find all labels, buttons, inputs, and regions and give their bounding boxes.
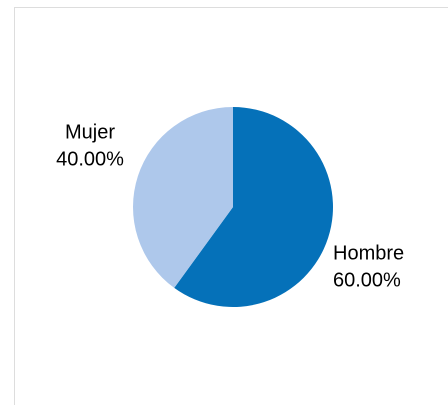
pie-slice [174,107,333,308]
slice-value-label: 40.00% [56,148,124,170]
slice-value-label: 60.00% [333,269,401,291]
slice-label: Hombre [333,242,404,264]
slice-label: Mujer [65,121,115,143]
pie-slice [133,107,233,288]
